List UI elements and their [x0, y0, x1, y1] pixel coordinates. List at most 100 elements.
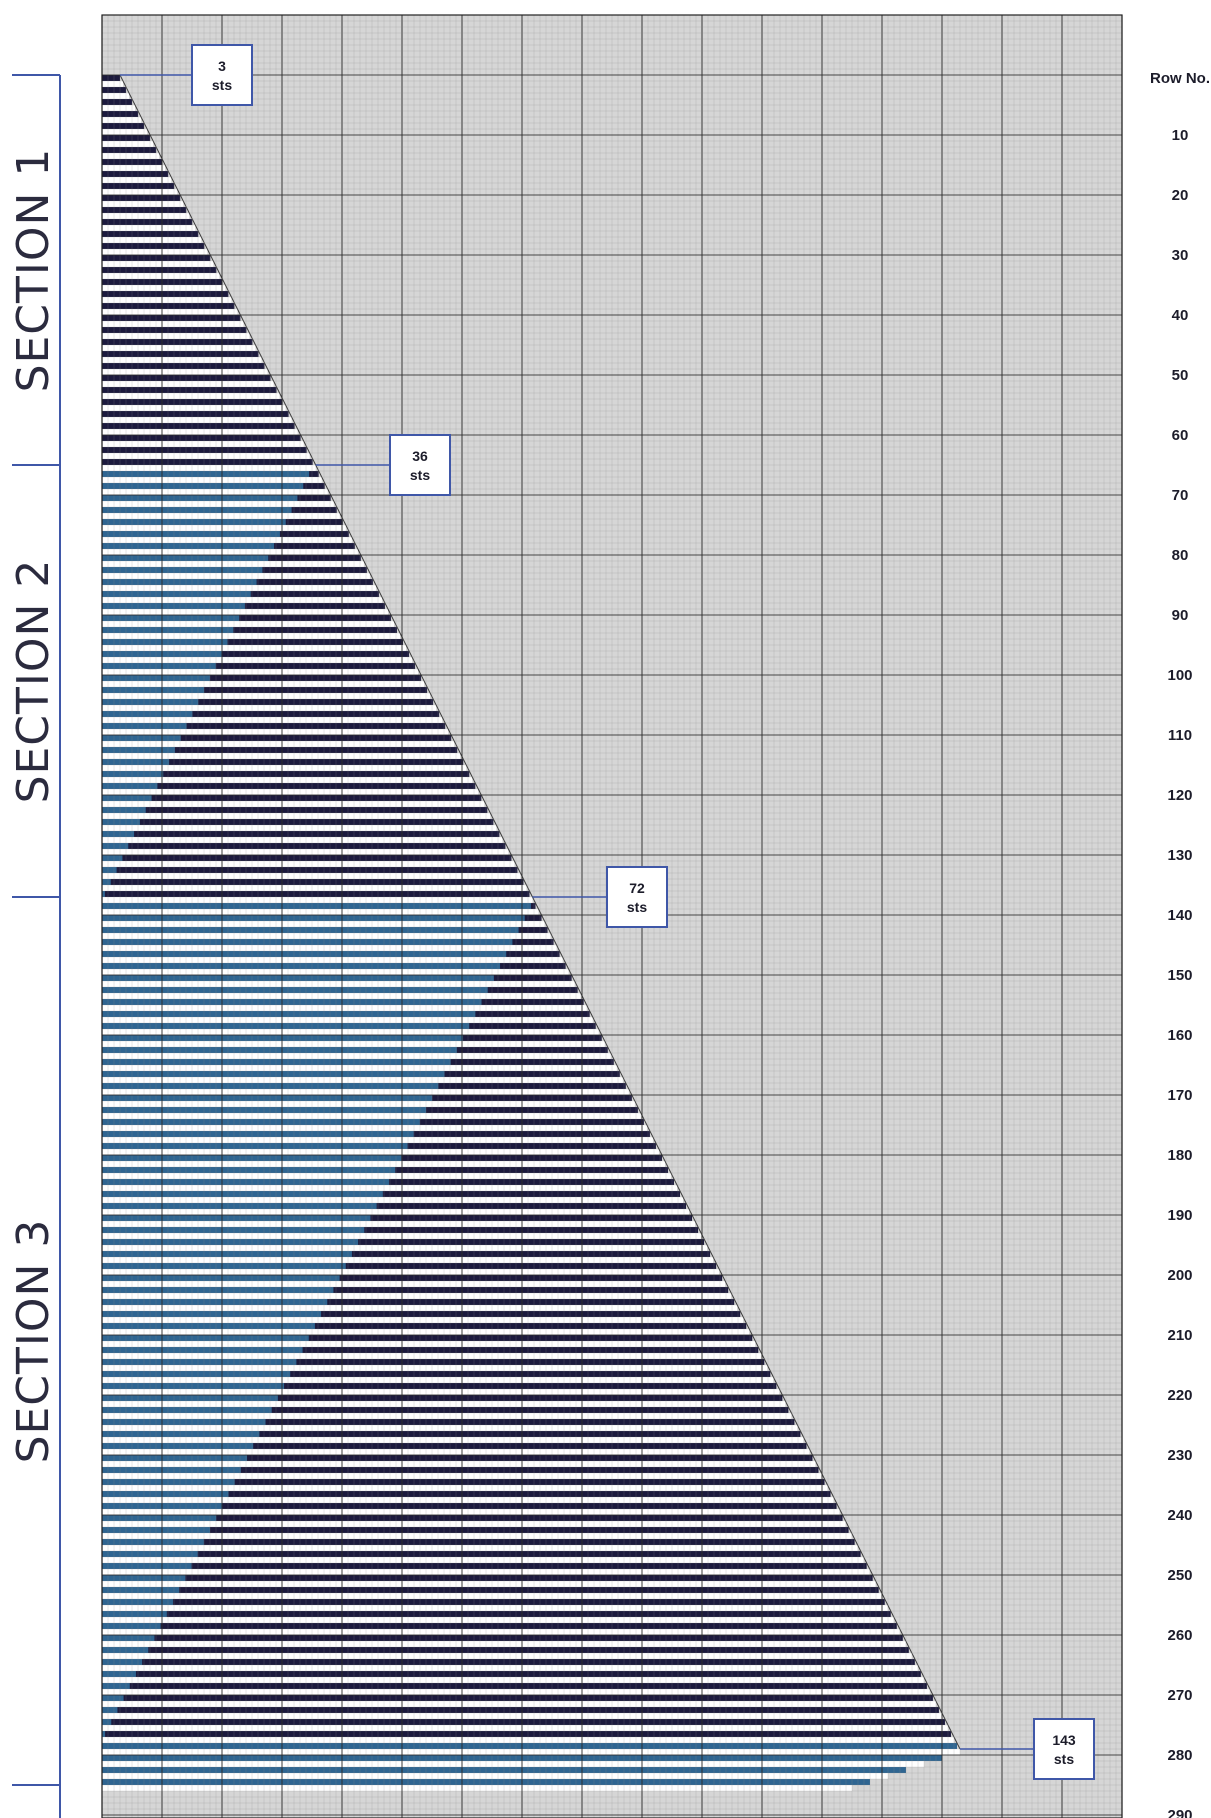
stitch-row-blue — [102, 1707, 118, 1713]
stitch-row-blue — [102, 1467, 241, 1473]
stitch-row-blue — [102, 855, 123, 861]
stitch-row — [102, 1365, 768, 1371]
stitch-row — [102, 1701, 936, 1707]
stitch-row — [102, 147, 157, 153]
stitch-row — [102, 1299, 735, 1305]
stitch-row — [102, 1173, 671, 1179]
stitch-row — [102, 1335, 753, 1341]
stitch-row-blue — [102, 663, 216, 669]
stitch-row — [102, 375, 271, 381]
stitch-count-value: 72 — [629, 880, 645, 896]
stitch-row — [102, 921, 545, 927]
stitch-row — [102, 1017, 593, 1023]
stitch-row — [102, 1215, 693, 1221]
stitch-row — [102, 909, 539, 915]
stitch-row-blue — [102, 1155, 402, 1161]
stitch-row — [102, 423, 295, 429]
stitch-row — [102, 1683, 927, 1689]
stitch-row — [102, 753, 461, 759]
stitch-row — [102, 897, 533, 903]
stitch-row-blue — [102, 579, 257, 585]
stitch-row — [102, 177, 172, 183]
stitch-row-blue — [102, 1119, 420, 1125]
stitch-row — [102, 735, 452, 741]
stitch-count-unit: sts — [410, 467, 430, 483]
stitch-row-blue — [102, 1335, 309, 1341]
stitch-row — [102, 717, 443, 723]
stitch-row-blue — [102, 1239, 359, 1245]
stitch-count-value: 3 — [218, 58, 226, 74]
stitch-row-blue — [102, 1323, 315, 1329]
stitch-row — [102, 273, 220, 279]
stitch-row — [102, 1629, 900, 1635]
stitch-row — [102, 525, 346, 531]
row-number-label: 120 — [1167, 787, 1192, 804]
stitch-row — [102, 261, 214, 267]
stitch-row — [102, 213, 190, 219]
stitch-row-blue — [102, 1023, 470, 1029]
stitch-row — [102, 969, 569, 975]
stitch-row-blue — [102, 1515, 217, 1521]
stitch-row — [102, 663, 416, 669]
stitch-row — [102, 1005, 587, 1011]
stitch-row — [102, 501, 334, 507]
stitch-row-blue — [102, 1683, 130, 1689]
stitch-row — [102, 1149, 659, 1155]
stitch-row — [102, 867, 518, 873]
stitch-row — [102, 837, 503, 843]
stitch-row — [102, 1587, 879, 1593]
stitch-row — [102, 459, 313, 465]
stitch-row-blue — [102, 1539, 204, 1545]
stitch-row — [102, 1125, 647, 1131]
section-label: SECTION 2 — [8, 559, 59, 804]
stitch-row — [102, 1407, 789, 1413]
stitch-row — [102, 627, 397, 633]
stitch-count-box — [191, 44, 253, 106]
stitch-row — [102, 873, 521, 879]
stitch-row — [102, 441, 304, 447]
stitch-row-blue — [102, 1191, 383, 1197]
stitch-row — [102, 477, 322, 483]
stitch-row — [102, 1263, 717, 1269]
stitch-row-blue — [102, 963, 501, 969]
stitch-row — [102, 1053, 611, 1059]
stitch-row — [102, 771, 470, 777]
stitch-row-blue — [102, 519, 286, 525]
row-number-label: 50 — [1172, 367, 1189, 384]
stitch-row — [102, 1611, 891, 1617]
stitch-row — [102, 879, 524, 885]
stitch-row — [102, 1239, 705, 1245]
stitch-row — [102, 1497, 834, 1503]
stitch-row — [102, 1425, 798, 1431]
stitch-row — [102, 957, 563, 963]
stitch-row-blue — [102, 1431, 260, 1437]
stitch-row-blue — [102, 1575, 186, 1581]
stitch-row-blue — [102, 1263, 346, 1269]
stitch-row — [102, 651, 410, 657]
stitch-row — [102, 1281, 726, 1287]
stitch-row — [102, 381, 274, 387]
stitch-row-blue — [102, 531, 280, 537]
stitch-row — [102, 1413, 792, 1419]
stitch-row-blue — [102, 1347, 303, 1353]
stitch-row — [102, 537, 352, 543]
stitch-row-blue — [102, 1611, 167, 1617]
stitch-row — [102, 1635, 903, 1641]
stitch-row — [102, 693, 431, 699]
row-number-label: 240 — [1167, 1507, 1192, 1524]
stitch-row — [102, 699, 434, 705]
stitch-row — [102, 1113, 641, 1119]
stitch-row — [102, 1293, 732, 1299]
stitch-row — [102, 843, 506, 849]
stitch-row-blue — [102, 627, 234, 633]
stitch-row-blue — [102, 1599, 173, 1605]
row-number-label: 30 — [1172, 247, 1189, 264]
stitch-row-blue — [102, 1443, 254, 1449]
stitch-row — [102, 861, 515, 867]
stitch-row — [102, 1029, 599, 1035]
stitch-row — [102, 645, 407, 651]
stitch-row-blue — [102, 723, 187, 729]
stitch-row — [102, 831, 500, 837]
stitch-count-box — [1033, 1718, 1095, 1780]
stitch-row-blue — [102, 975, 494, 981]
